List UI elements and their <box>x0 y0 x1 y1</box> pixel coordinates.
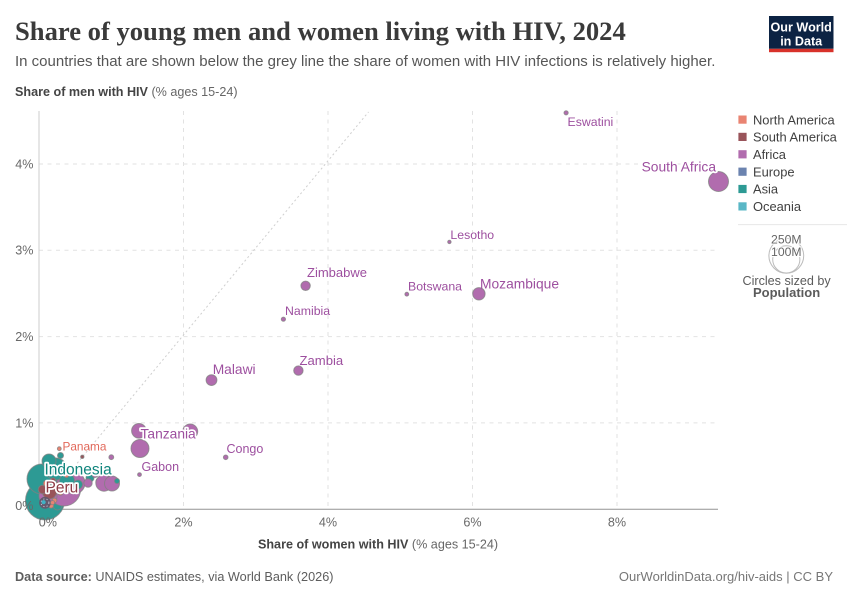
svg-text:Population: Population <box>753 285 820 300</box>
svg-text:Indonesia: Indonesia <box>45 462 113 479</box>
svg-text:100M: 100M <box>771 245 802 259</box>
svg-text:North America: North America <box>753 112 835 127</box>
svg-text:1%: 1% <box>15 416 33 430</box>
svg-text:6%: 6% <box>463 516 481 530</box>
svg-text:Our World: Our World <box>771 21 832 35</box>
svg-text:Share of men with HIV (% ages: Share of men with HIV (% ages 15-24) <box>15 85 238 99</box>
svg-text:Zimbabwe: Zimbabwe <box>307 265 367 280</box>
svg-text:Circles sized by: Circles sized by <box>743 274 832 288</box>
svg-text:Congo: Congo <box>227 442 264 456</box>
svg-text:Data source: UNAIDS estimates,: Data source: UNAIDS estimates, via World… <box>15 570 333 584</box>
svg-text:4%: 4% <box>319 516 337 530</box>
svg-text:Tanzania: Tanzania <box>141 427 197 442</box>
svg-text:Oceania: Oceania <box>753 199 802 214</box>
svg-text:Malawi: Malawi <box>213 362 256 377</box>
svg-text:In countries that are shown be: In countries that are shown below the gr… <box>15 53 715 70</box>
svg-text:Botswana: Botswana <box>408 280 462 294</box>
svg-text:OurWorldinData.org/hiv-aids |: OurWorldinData.org/hiv-aids | CC BY <box>619 569 833 584</box>
svg-text:South America: South America <box>753 130 838 145</box>
svg-text:Lesotho: Lesotho <box>450 228 494 242</box>
svg-text:Panama: Panama <box>63 440 107 454</box>
svg-text:3%: 3% <box>15 244 33 258</box>
svg-text:Asia: Asia <box>753 182 779 197</box>
svg-text:Gabon: Gabon <box>142 460 180 474</box>
svg-text:0%: 0% <box>39 516 57 530</box>
svg-text:South Africa: South Africa <box>642 160 717 175</box>
svg-text:0%: 0% <box>15 499 33 513</box>
svg-text:Share of young men and women l: Share of young men and women living with… <box>15 16 626 46</box>
svg-text:Share of women with HIV (% age: Share of women with HIV (% ages 15-24) <box>258 538 498 552</box>
svg-text:Zambia: Zambia <box>300 353 344 368</box>
svg-text:4%: 4% <box>15 157 33 171</box>
svg-text:in Data: in Data <box>780 35 823 49</box>
svg-text:Peru: Peru <box>46 480 79 497</box>
svg-text:250M: 250M <box>771 232 802 246</box>
svg-text:2%: 2% <box>15 330 33 344</box>
svg-text:Mozambique: Mozambique <box>480 277 559 292</box>
svg-text:Namibia: Namibia <box>285 304 330 318</box>
svg-text:Africa: Africa <box>753 147 787 162</box>
svg-text:Europe: Europe <box>753 164 795 179</box>
svg-text:8%: 8% <box>608 516 626 530</box>
svg-text:2%: 2% <box>174 516 192 530</box>
svg-text:Eswatini: Eswatini <box>568 115 614 129</box>
